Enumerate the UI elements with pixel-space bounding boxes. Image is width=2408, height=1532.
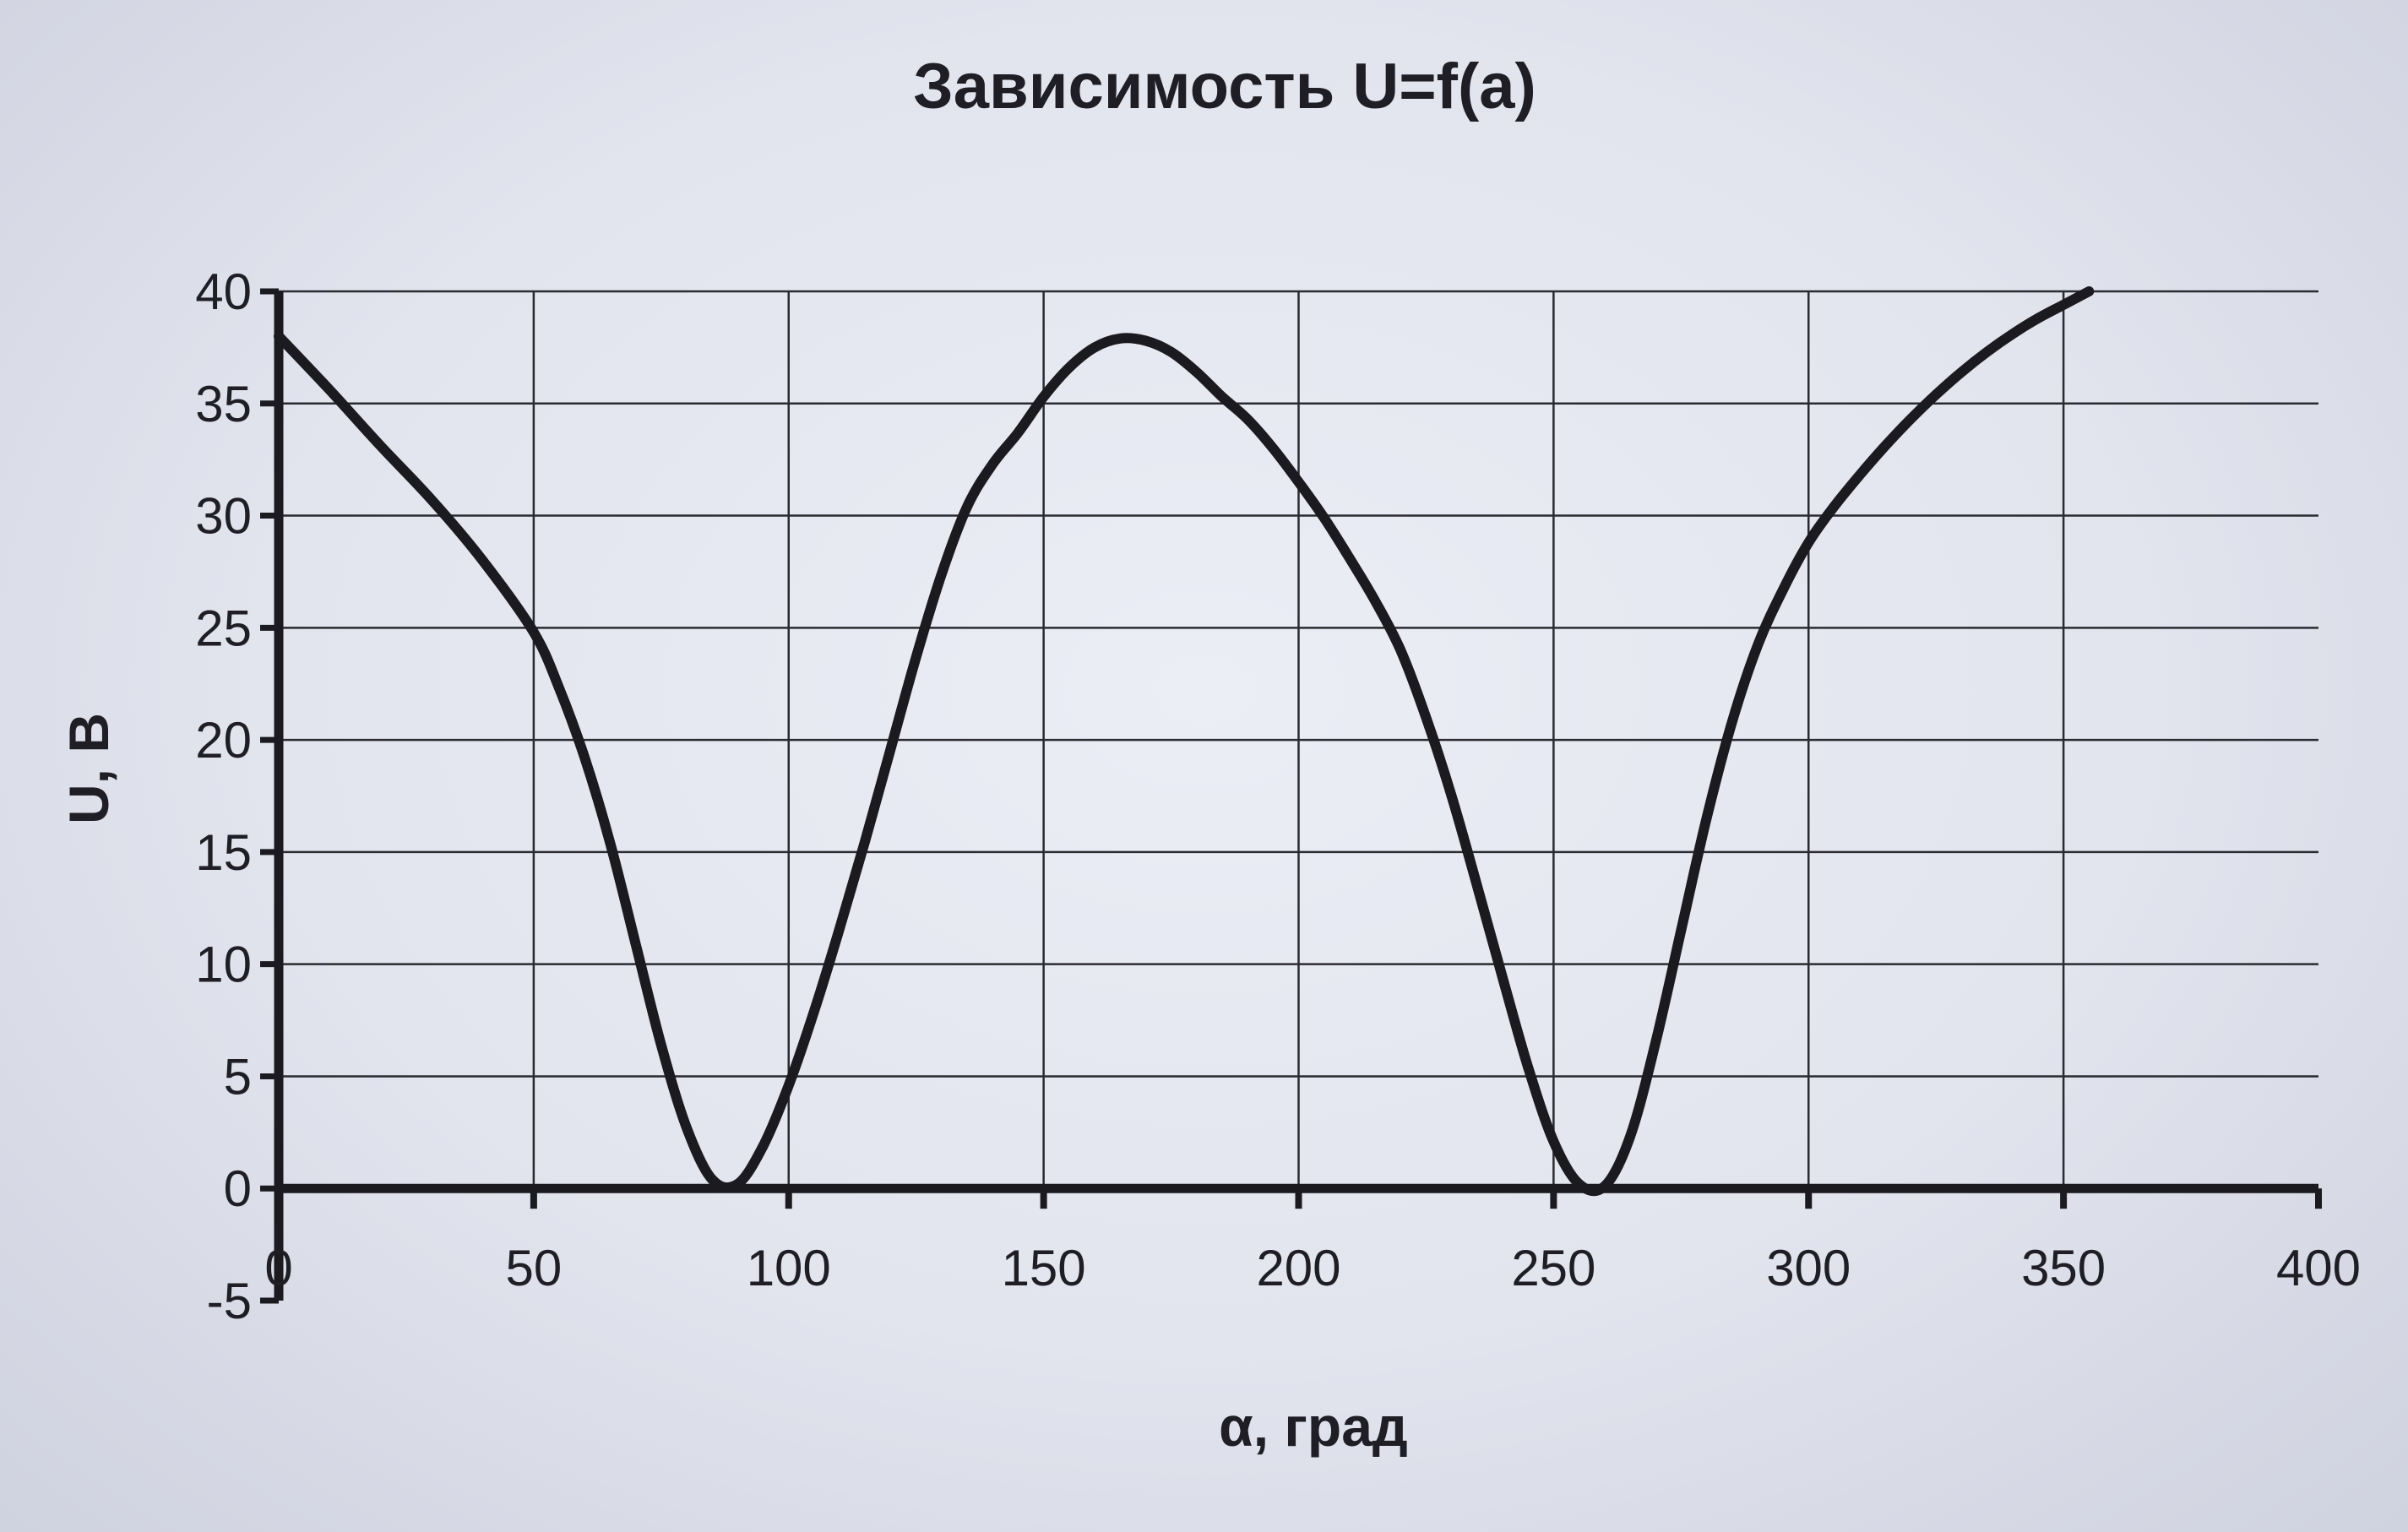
x-tick-label: 250 [1511, 1240, 1595, 1296]
chart-title: Зависимость U=f(a) [913, 51, 1536, 122]
x-tick-label: 100 [747, 1240, 831, 1296]
y-tick-label: 20 [195, 712, 252, 769]
y-tick-label: 35 [195, 376, 252, 432]
x-tick-label: 50 [506, 1240, 563, 1296]
series [274, 286, 2095, 1197]
x-axis-label: α, град [1219, 1395, 1408, 1458]
x-tick-label: 300 [1766, 1240, 1851, 1296]
y-tick-label: 5 [224, 1048, 252, 1105]
x-tick-label: 350 [2021, 1240, 2106, 1296]
series-line [274, 286, 2095, 1197]
y-tick-label: -5 [207, 1273, 252, 1329]
y-axis-label: U, В [57, 713, 120, 824]
y-tick-label: 15 [195, 824, 252, 881]
x-tick-label: 200 [1256, 1240, 1340, 1296]
y-tick-label: 40 [195, 263, 252, 320]
grid [279, 290, 2318, 1189]
x-tick-label: 0 [264, 1240, 292, 1296]
y-tick-label: 10 [195, 937, 252, 993]
y-tick-label: 25 [195, 600, 252, 656]
x-tick-label: 400 [2276, 1240, 2361, 1296]
y-tick-label: 30 [195, 488, 252, 545]
y-tick-label: 0 [224, 1160, 252, 1217]
x-tick-label: 150 [1002, 1240, 1086, 1296]
